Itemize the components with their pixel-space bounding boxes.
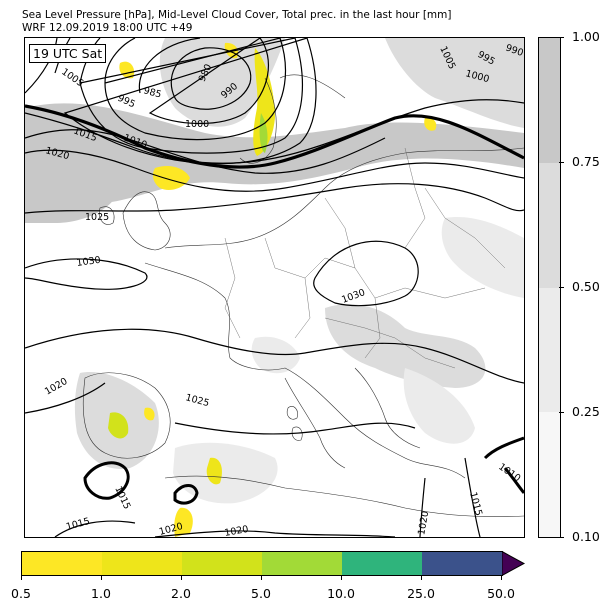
isobar-label: 1025 — [184, 392, 210, 409]
precip-tick-label: 0.5 — [11, 586, 31, 601]
title-line-1: Sea Level Pressure [hPa], Mid-Level Clou… — [22, 9, 452, 21]
isobar-label: 1010 — [496, 461, 522, 484]
cloud-patch-africa — [173, 442, 278, 504]
precip-tick-mark — [101, 575, 102, 580]
isobar-label: 1020 — [224, 524, 250, 537]
precip-bin-5 — [342, 552, 422, 575]
precip-tick-mark — [501, 575, 502, 580]
precip-bin-1 — [22, 552, 102, 575]
cloud-patch-central-east — [325, 304, 486, 388]
precip-tick-label: 1.0 — [91, 586, 111, 601]
precip-bin-3 — [182, 552, 262, 575]
cloud-band-northeast — [385, 38, 524, 128]
cloud-patch-east — [441, 217, 524, 298]
precip-tick-mark — [261, 575, 262, 580]
cloud-patch-alps — [251, 336, 300, 374]
cloud-bin-2 — [539, 288, 560, 412]
map-title: Sea Level Pressure [hPa], Mid-Level Clou… — [22, 9, 452, 35]
isobar-1005 — [25, 38, 58, 94]
isobar-1030-west — [25, 258, 148, 290]
isobar-label: 1020 — [158, 521, 184, 537]
isobar-1013-thick — [25, 104, 524, 169]
cloud-tick-label: 0.25 — [572, 404, 600, 419]
isobar-985 — [138, 38, 269, 125]
isobar-label: 1005 — [59, 66, 85, 89]
cloud-band-north — [25, 103, 524, 205]
precip-bin-6 — [422, 552, 502, 575]
precip-norway-core — [259, 113, 268, 153]
cloud-tick-mark — [559, 37, 564, 38]
isobar-1010 — [25, 99, 524, 164]
precip-tick-mark — [341, 575, 342, 580]
cloud-tick-mark — [559, 162, 564, 163]
isobars — [25, 38, 524, 537]
isobar-1015-se — [464, 457, 481, 537]
isobar-980 — [170, 47, 252, 110]
cloud-bin-4 — [539, 38, 560, 163]
cloud-tick-mark — [559, 412, 564, 413]
isobar-label: 1025 — [85, 212, 109, 223]
isobar-1020 — [25, 149, 524, 192]
precip-tick-mark — [421, 575, 422, 580]
precip-colorbar — [21, 551, 503, 576]
precip-scotland — [152, 166, 190, 190]
precip-iberia-1 — [108, 412, 129, 439]
isobar-label: 985 — [142, 85, 162, 100]
cloud-bin-1 — [539, 412, 560, 537]
country-borders — [224, 147, 506, 369]
isobar-label: 1030 — [340, 287, 366, 306]
weather-map: 990 995 1000 1005 980 985 990 995 1000 1… — [24, 37, 525, 538]
time-label-box: 19 UTC Sat — [29, 44, 107, 63]
cloud-patch-balkans — [403, 368, 475, 444]
isobar-1025 — [25, 183, 524, 214]
precip-tick-label: 5.0 — [251, 586, 271, 601]
cloud-tick-mark — [559, 287, 564, 288]
precip-iberia-2 — [144, 407, 155, 421]
isobar-label: 1000 — [185, 119, 209, 130]
cloud-tick-label: 0.50 — [572, 279, 600, 294]
isobar-label: 1015 — [467, 491, 484, 517]
precip-tick-label: 50.0 — [487, 586, 515, 601]
cloud-tick-label: 1.00 — [572, 29, 600, 44]
precip-bin-2 — [102, 552, 182, 575]
cloud-tick-mark — [559, 537, 564, 538]
coastlines — [82, 74, 524, 518]
precip-africa-1 — [206, 457, 222, 485]
precip-tick-label: 10.0 — [327, 586, 355, 601]
isobar-label: 1015 — [65, 516, 91, 533]
time-label: 19 UTC Sat — [33, 46, 103, 61]
precip-tick-label: 2.0 — [171, 586, 191, 601]
isobar-1020-se — [419, 477, 426, 537]
cloud-tick-label: 0.75 — [572, 154, 600, 169]
cloud-tick-label: 0.10 — [572, 529, 600, 544]
isobar-1020-south — [25, 382, 416, 435]
precip-tick-mark — [181, 575, 182, 580]
precip-tick-mark — [21, 575, 22, 580]
isobar-label: 995 — [116, 93, 137, 111]
map-svg: 990 995 1000 1005 980 985 990 995 1000 1… — [25, 38, 524, 537]
cloud-cover-colorbar — [538, 37, 561, 538]
isobar-1025-south — [25, 328, 524, 384]
precip-extend-arrow — [502, 551, 526, 576]
cloud-colorbar-svg — [539, 38, 560, 537]
isobar-1020-s — [154, 530, 396, 537]
isobar-1015-sw — [54, 520, 136, 537]
precip-norway — [253, 48, 275, 156]
cloud-patch-west — [25, 158, 120, 223]
isobar-1030-east — [313, 240, 419, 307]
cloud-bin-3 — [539, 163, 560, 288]
precip-baltic — [424, 117, 437, 131]
isobar-label: 1015 — [112, 485, 132, 512]
precip-bin-4 — [262, 552, 342, 575]
isobar-label: 1020 — [43, 376, 69, 398]
isobar-low-sw — [83, 436, 524, 505]
title-line-2: WRF 12.09.2019 18:00 UTC +49 — [22, 22, 193, 34]
isobar-label: 1030 — [76, 255, 101, 269]
precip-tick-label: 25.0 — [407, 586, 435, 601]
precip-africa-2 — [174, 507, 193, 537]
isobar-label: 1020 — [416, 510, 431, 536]
